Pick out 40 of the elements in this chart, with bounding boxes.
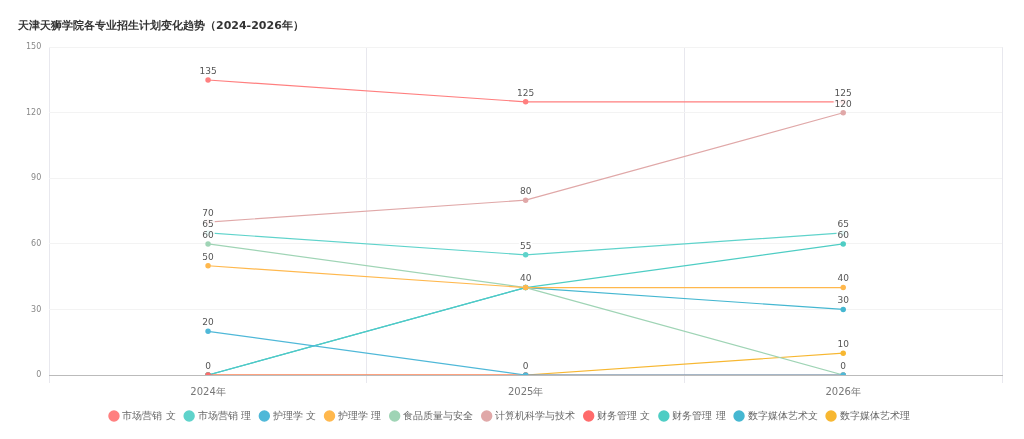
data-label: 65 [837, 218, 849, 229]
legend-label: 市场营销 文 [122, 409, 176, 421]
data-label: 125 [834, 87, 852, 98]
legend-label: 市场营销 理 [197, 409, 251, 421]
x-tick-label: 2025年 [507, 385, 544, 397]
y-tick-label: 90 [31, 173, 42, 183]
legend-label: 护理学 理 [337, 409, 382, 421]
data-label: 0 [840, 360, 847, 371]
legend-label: 数字媒体艺术理 [839, 409, 910, 421]
data-label: 60 [202, 229, 215, 240]
legend-label: 财务管理 理 [672, 409, 726, 421]
legend-label: 财务管理 文 [597, 409, 651, 421]
data-label: 10 [837, 338, 850, 349]
data-label: 135 [199, 65, 217, 76]
data-label: 120 [834, 98, 853, 109]
data-label: 55 [519, 240, 532, 251]
chart-title: 天津天狮学院各专业招生计划变化趋势（2024-2026年） [17, 19, 304, 33]
y-tick-label: 0 [36, 370, 42, 380]
data-label: 70 [202, 207, 215, 218]
y-tick-label: 30 [31, 304, 42, 314]
legend-label: 数字媒体艺术文 [747, 409, 818, 421]
data-label: 65 [202, 218, 214, 229]
data-label: 50 [202, 251, 215, 262]
y-tick-label: 120 [25, 107, 42, 117]
y-tick-label: 150 [25, 42, 42, 52]
x-tick-label: 2026年 [825, 385, 861, 397]
data-label: 0 [205, 360, 212, 371]
data-label: 30 [837, 295, 850, 306]
data-label: 40 [519, 273, 532, 284]
data-label: 0 [522, 360, 529, 371]
x-tick-label: 2024年 [190, 385, 226, 397]
data-label: 60 [837, 229, 850, 240]
data-label: 40 [837, 273, 850, 284]
y-tick-label: 60 [31, 238, 42, 248]
legend-label: 食品质量与安全 [403, 409, 474, 421]
legend-label: 护理学 文 [271, 409, 317, 421]
legend-label: 计算机科学与技术 [495, 409, 576, 421]
data-label: 20 [202, 317, 215, 328]
data-label: 125 [517, 87, 535, 98]
data-label: 80 [519, 186, 532, 197]
